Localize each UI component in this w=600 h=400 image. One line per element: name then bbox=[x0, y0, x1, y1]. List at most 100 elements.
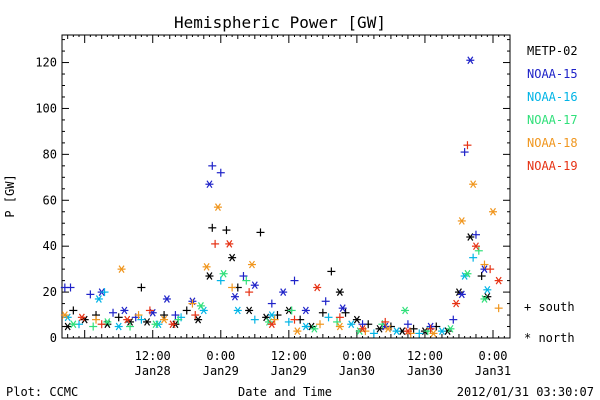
data-point bbox=[477, 272, 486, 281]
data-point bbox=[460, 148, 469, 157]
data-point bbox=[369, 329, 378, 338]
data-point bbox=[100, 288, 109, 297]
data-point bbox=[256, 228, 265, 237]
data-point bbox=[469, 180, 478, 189]
marker-legend: + south * north bbox=[524, 300, 575, 345]
x-tick-label-date: Jan30 bbox=[407, 364, 443, 378]
data-point bbox=[480, 260, 489, 269]
data-point bbox=[338, 304, 347, 313]
x-tick-label-time: 0:00 bbox=[342, 349, 371, 363]
data-point bbox=[245, 288, 254, 297]
data-point bbox=[301, 306, 310, 315]
data-point bbox=[213, 203, 222, 212]
data-point bbox=[310, 324, 319, 333]
data-point bbox=[384, 324, 393, 333]
data-point bbox=[250, 315, 259, 324]
data-points bbox=[60, 56, 503, 338]
data-point bbox=[335, 313, 344, 322]
data-point bbox=[225, 240, 234, 248]
data-point bbox=[358, 324, 367, 333]
data-point bbox=[94, 295, 103, 303]
x-tick-label-time: 12:00 bbox=[271, 349, 307, 363]
data-point bbox=[126, 322, 135, 331]
data-point bbox=[120, 306, 129, 315]
data-point bbox=[463, 269, 472, 278]
data-point bbox=[469, 253, 478, 262]
data-point bbox=[63, 322, 72, 331]
data-point bbox=[182, 306, 191, 315]
data-point bbox=[267, 311, 276, 319]
data-point bbox=[347, 320, 356, 329]
legend-entry: NOAA-19 bbox=[527, 159, 578, 173]
data-point bbox=[352, 315, 361, 324]
data-point bbox=[471, 230, 480, 239]
data-point bbox=[318, 308, 327, 317]
data-point bbox=[216, 168, 225, 177]
data-point bbox=[381, 317, 390, 326]
data-point bbox=[392, 327, 401, 335]
data-point bbox=[457, 217, 466, 225]
data-point bbox=[301, 322, 310, 331]
x-tick-label-date: Jan31 bbox=[475, 364, 511, 378]
data-point bbox=[474, 246, 483, 255]
data-point bbox=[123, 315, 132, 324]
y-tick-label: 60 bbox=[43, 193, 57, 207]
data-point bbox=[415, 329, 424, 338]
plot-border bbox=[61, 34, 511, 339]
legend-entry: NOAA-17 bbox=[527, 113, 578, 127]
data-point bbox=[86, 290, 95, 299]
x-axis-label: Date and Time bbox=[238, 385, 332, 399]
data-point bbox=[168, 320, 177, 329]
y-tick-label: 0 bbox=[50, 331, 57, 345]
data-point bbox=[208, 223, 217, 232]
data-point bbox=[471, 242, 480, 251]
y-tick-label: 100 bbox=[35, 101, 57, 115]
data-point bbox=[409, 324, 418, 333]
legend-entry: NOAA-15 bbox=[527, 67, 578, 81]
plot-frame bbox=[61, 34, 511, 339]
data-point bbox=[60, 311, 69, 319]
data-point bbox=[335, 288, 344, 296]
data-point bbox=[333, 317, 342, 326]
data-point bbox=[247, 260, 256, 269]
data-point bbox=[466, 233, 475, 241]
y-tick-label: 20 bbox=[43, 285, 57, 299]
data-point bbox=[494, 276, 503, 285]
data-point bbox=[196, 302, 205, 310]
marker-legend-entry: * north bbox=[524, 331, 575, 345]
data-point bbox=[208, 161, 217, 170]
x-tick-label-time: 0:00 bbox=[206, 349, 235, 363]
data-point bbox=[109, 308, 118, 317]
data-point bbox=[103, 318, 112, 326]
data-point bbox=[287, 306, 296, 315]
y-tick-label: 120 bbox=[35, 56, 57, 70]
data-point bbox=[205, 180, 214, 189]
data-point bbox=[270, 315, 279, 324]
data-point bbox=[69, 306, 78, 315]
data-point bbox=[162, 295, 171, 303]
x-tick-label-date: Jan28 bbox=[135, 364, 171, 378]
data-point bbox=[151, 320, 160, 329]
data-point bbox=[160, 311, 169, 320]
data-point bbox=[239, 272, 248, 281]
data-point bbox=[230, 292, 239, 301]
data-point bbox=[321, 297, 330, 306]
data-point bbox=[250, 281, 259, 290]
data-point bbox=[145, 306, 154, 315]
data-point bbox=[327, 267, 336, 276]
data-point bbox=[211, 239, 220, 248]
data-point bbox=[205, 272, 214, 280]
data-point bbox=[293, 327, 302, 335]
data-point bbox=[228, 283, 237, 292]
legend: METP-02 NOAA-15 NOAA-16 NOAA-17 NOAA-18 NOAA-… bbox=[527, 44, 578, 173]
legend-entry: NOAA-18 bbox=[527, 136, 578, 150]
data-point bbox=[137, 283, 146, 292]
data-point bbox=[117, 265, 126, 273]
data-point bbox=[426, 324, 435, 333]
data-point bbox=[446, 324, 455, 333]
data-point bbox=[457, 290, 466, 299]
data-point bbox=[403, 320, 412, 329]
data-point bbox=[486, 265, 495, 274]
data-point bbox=[188, 299, 197, 308]
